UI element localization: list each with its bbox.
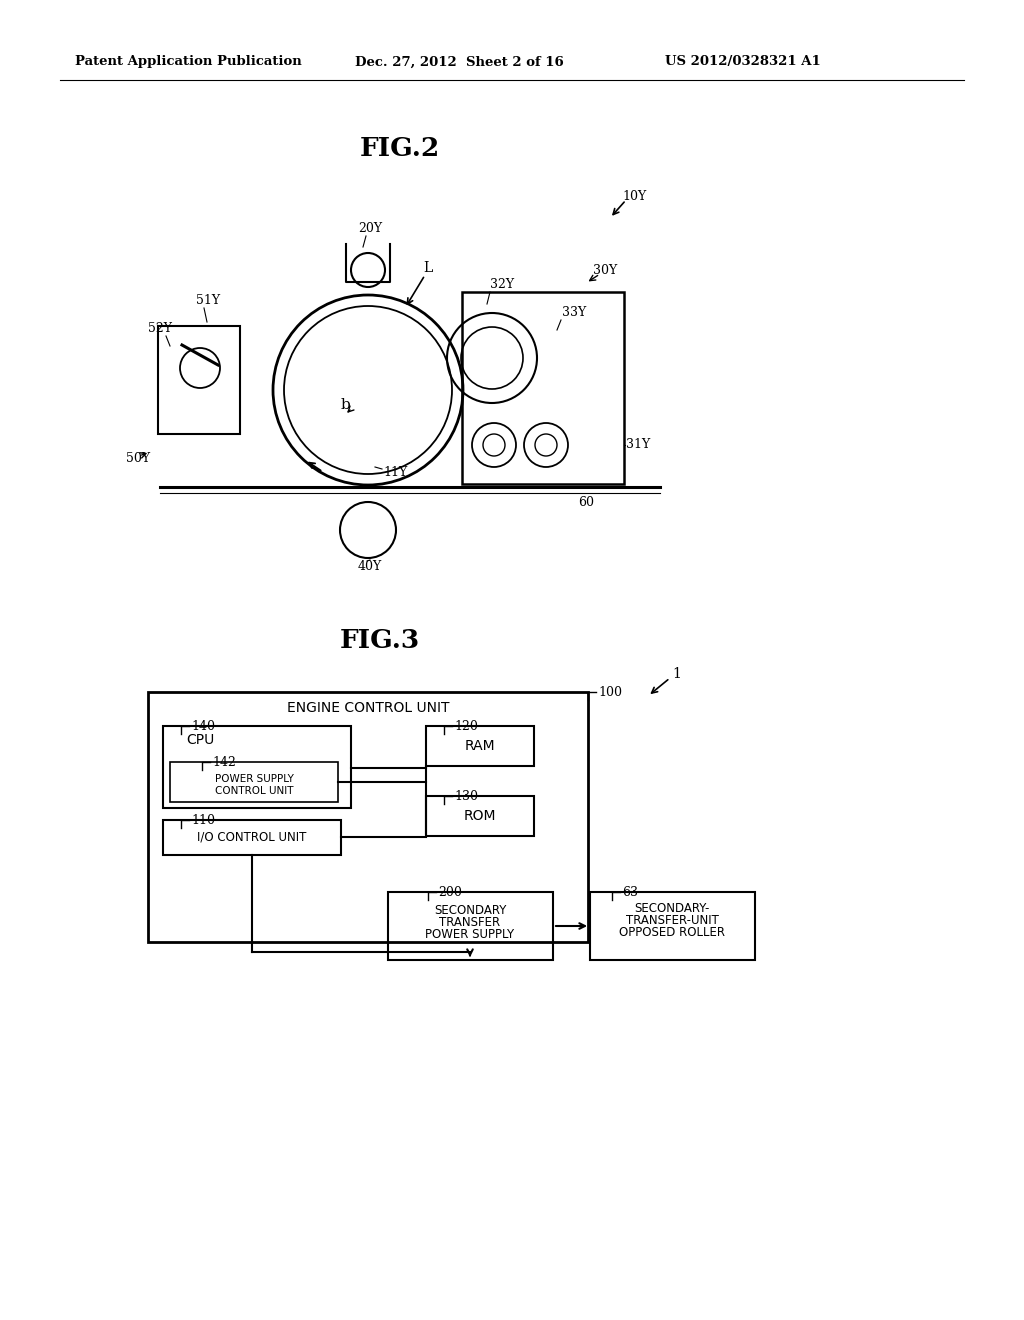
Text: 20Y: 20Y [358,222,382,235]
Bar [426,796,534,836]
Text: FIG.3: FIG.3 [340,627,420,652]
Text: US 2012/0328321 A1: US 2012/0328321 A1 [665,55,821,69]
Text: 52Y: 52Y [148,322,172,334]
Text: 130: 130 [454,789,478,803]
Bar [590,892,755,960]
Bar [426,726,534,766]
Bar [163,726,351,808]
Text: 33Y: 33Y [562,305,587,318]
Text: SECONDARY: SECONDARY [434,903,506,916]
Bar [158,326,240,434]
Text: ROM: ROM [464,809,497,822]
Text: TRANSFER: TRANSFER [439,916,501,928]
Text: RAM: RAM [465,739,496,752]
Text: I/O CONTROL UNIT: I/O CONTROL UNIT [198,830,306,843]
Text: SECONDARY-: SECONDARY- [634,902,710,915]
Bar [388,892,553,960]
Text: 32Y: 32Y [490,277,514,290]
Text: Patent Application Publication: Patent Application Publication [75,55,302,69]
Text: b: b [340,399,350,412]
Text: CONTROL UNIT: CONTROL UNIT [215,785,293,796]
Text: OPPOSED ROLLER: OPPOSED ROLLER [618,925,725,939]
Text: 200: 200 [438,886,462,899]
Text: FIG.2: FIG.2 [359,136,440,161]
Text: ENGINE CONTROL UNIT: ENGINE CONTROL UNIT [287,701,450,715]
Text: POWER SUPPLY: POWER SUPPLY [425,928,515,940]
Text: 1: 1 [672,667,681,681]
Text: 120: 120 [454,719,478,733]
Text: 11Y: 11Y [383,466,408,479]
Bar [170,762,338,803]
Text: 10Y: 10Y [622,190,646,202]
Text: 50Y: 50Y [126,451,151,465]
Text: 51Y: 51Y [196,293,220,306]
Text: 30Y: 30Y [593,264,617,276]
Text: 60: 60 [578,496,594,510]
Bar [462,292,624,484]
Text: 142: 142 [212,755,236,768]
Bar [148,692,588,942]
Text: 100: 100 [598,685,622,698]
Text: L: L [423,261,432,275]
Text: 63: 63 [622,886,638,899]
Text: TRANSFER-UNIT: TRANSFER-UNIT [626,913,719,927]
Text: POWER SUPPLY: POWER SUPPLY [215,774,294,784]
Text: 40Y: 40Y [358,561,382,573]
Text: CPU: CPU [186,733,214,747]
Text: Dec. 27, 2012  Sheet 2 of 16: Dec. 27, 2012 Sheet 2 of 16 [355,55,564,69]
Bar [163,820,341,855]
Text: 31Y: 31Y [626,438,650,451]
Text: 140: 140 [191,719,215,733]
Text: 110: 110 [191,813,215,826]
